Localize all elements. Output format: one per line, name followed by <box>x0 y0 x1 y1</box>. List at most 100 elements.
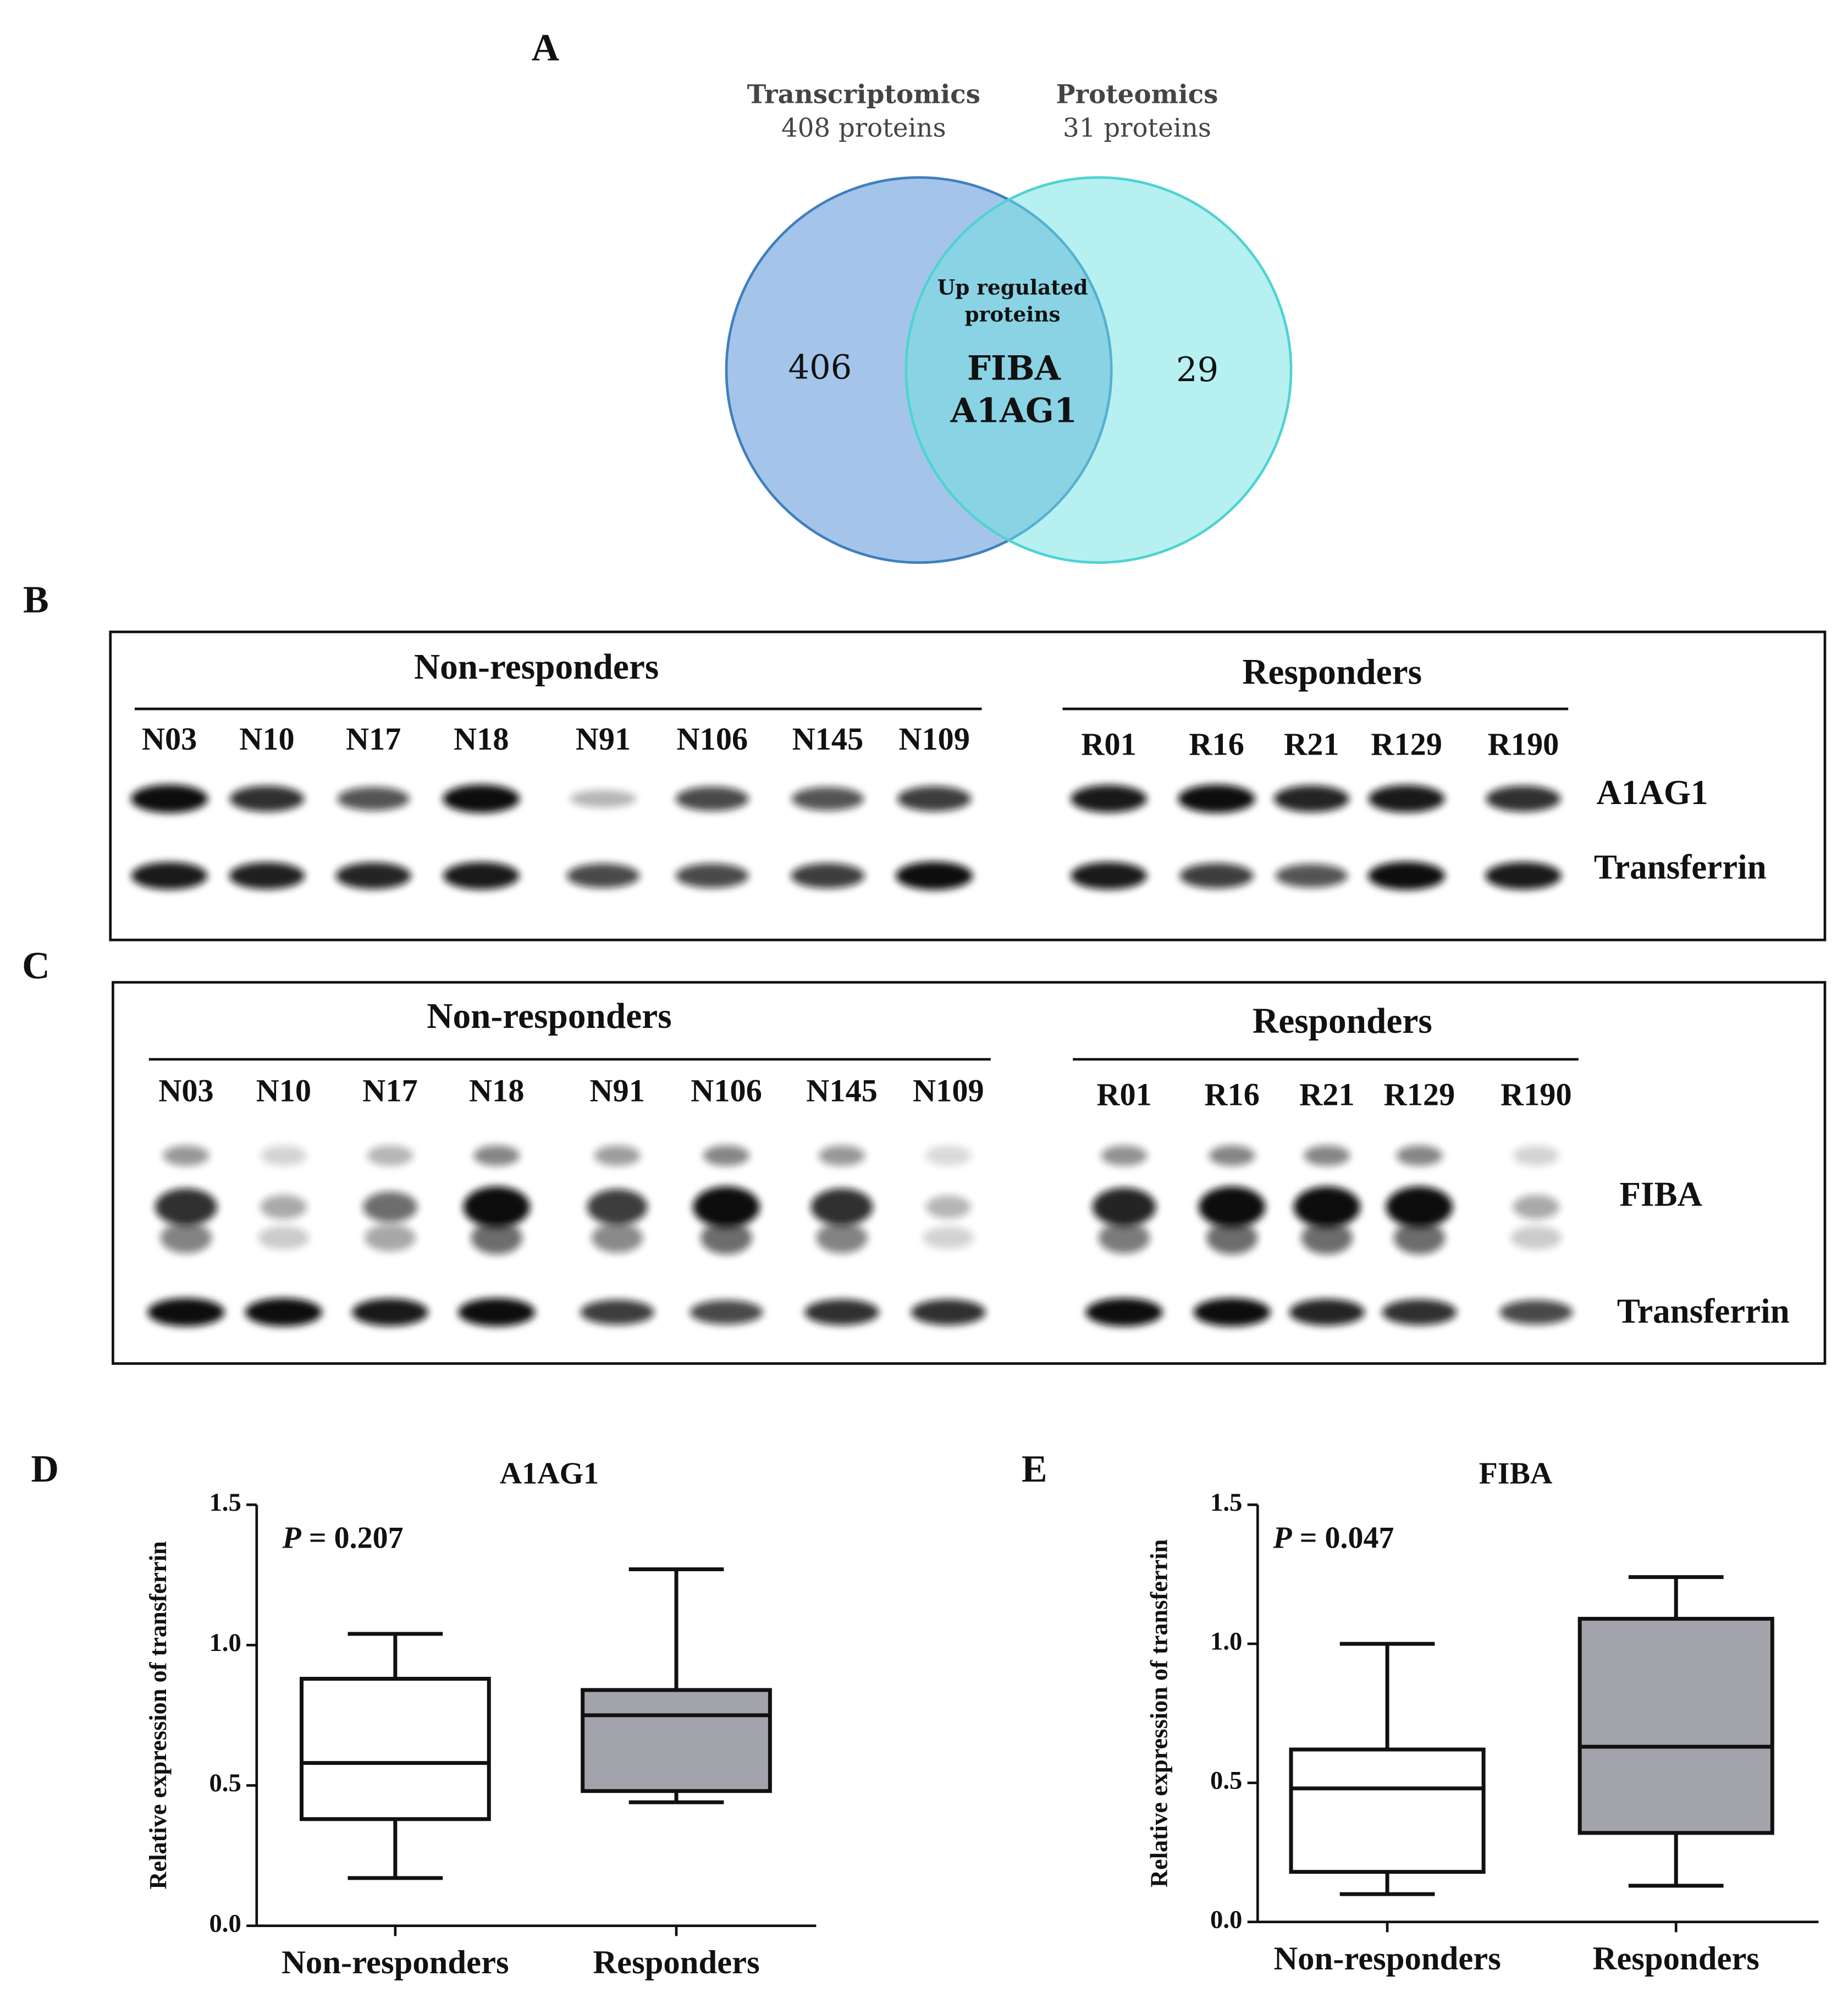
band <box>911 1299 986 1325</box>
lane-label: N145 <box>806 1073 878 1109</box>
band <box>923 1226 974 1250</box>
band <box>1071 862 1147 890</box>
group-label: Non-responders <box>414 647 659 687</box>
lane-label: N18 <box>469 1073 524 1109</box>
lane-label: R21 <box>1284 726 1339 762</box>
band <box>1085 1298 1163 1327</box>
band <box>443 784 520 813</box>
blot-frame <box>112 981 1827 1365</box>
band <box>1101 1145 1148 1166</box>
lane-label: R16 <box>1189 726 1244 762</box>
band <box>1304 1145 1350 1166</box>
band <box>1382 1299 1457 1325</box>
band <box>463 1186 530 1228</box>
band <box>1178 784 1255 813</box>
band <box>1179 863 1254 889</box>
y-tick-label: 1.5 <box>1210 1488 1242 1517</box>
band <box>131 784 208 813</box>
band <box>458 1298 536 1327</box>
band <box>163 1145 209 1166</box>
band <box>131 862 208 890</box>
box <box>1577 1616 1774 1835</box>
lane-label: R190 <box>1488 726 1559 762</box>
band <box>260 1145 307 1166</box>
lane-label: R129 <box>1384 1077 1455 1113</box>
venn-diagram: A Transcriptomics 408 proteins Proteomic… <box>532 27 1293 564</box>
panel-letter: B <box>23 579 49 621</box>
overlap-item: FIBA <box>967 349 1061 388</box>
band <box>1293 1186 1361 1228</box>
band <box>580 1300 654 1325</box>
y-tick-label: 0.0 <box>1210 1905 1242 1934</box>
band <box>810 1188 873 1226</box>
box <box>1289 1747 1486 1874</box>
band <box>443 862 520 890</box>
band <box>1301 1221 1353 1254</box>
lane-label: R01 <box>1081 726 1136 762</box>
y-tick-label: 0.0 <box>209 1909 241 1938</box>
band <box>819 1145 865 1166</box>
band <box>700 1221 752 1254</box>
y-axis-label: Relative expression of transferrin <box>1145 1539 1172 1887</box>
set-title: Proteomics <box>1056 80 1218 110</box>
band <box>566 863 640 888</box>
lane-label: R01 <box>1096 1077 1151 1113</box>
lane-label: N18 <box>454 721 509 757</box>
band <box>896 861 973 890</box>
band <box>816 1222 868 1253</box>
band <box>337 786 410 811</box>
lane-label: N106 <box>691 1073 762 1109</box>
band <box>229 785 305 812</box>
band <box>1071 785 1147 813</box>
box-plot: D A1AG1 P = 0.207 Relative expression of tra… <box>31 1448 817 1981</box>
band <box>155 1188 217 1226</box>
y-tick-label: 0.5 <box>209 1769 241 1797</box>
panel-letter: D <box>31 1448 59 1490</box>
lane-label: R190 <box>1501 1077 1572 1113</box>
annotation: P = 0.047 <box>1272 1521 1394 1555</box>
band <box>1386 1186 1453 1228</box>
band <box>804 1299 880 1325</box>
lane-label: N91 <box>576 721 631 757</box>
annotation: P = 0.207 <box>282 1521 403 1555</box>
row-label: Transferrin <box>1617 1292 1790 1330</box>
band <box>791 786 864 811</box>
band <box>1499 1300 1573 1325</box>
lane-label: N03 <box>142 721 197 757</box>
band <box>1510 1226 1562 1250</box>
band <box>689 1300 763 1325</box>
row-label: Transferrin <box>1594 848 1767 887</box>
band <box>1206 1221 1258 1254</box>
band <box>1098 1221 1150 1254</box>
y-tick-label: 1.0 <box>1210 1627 1242 1656</box>
set-title: Transcriptomics <box>747 80 980 110</box>
x-tick-label: Responders <box>1593 1940 1759 1977</box>
lane-label: N17 <box>362 1073 417 1109</box>
overlap-item: A1AG1 <box>950 392 1077 431</box>
band <box>591 1223 643 1253</box>
band <box>363 1191 418 1223</box>
group-label: Responders <box>1242 652 1422 692</box>
band <box>1092 1187 1156 1226</box>
chart-title: A1AG1 <box>500 1457 599 1491</box>
band <box>1485 862 1562 890</box>
group-label: Non-responders <box>427 997 671 1036</box>
row-label: FIBA <box>1620 1175 1703 1214</box>
band <box>594 1145 641 1166</box>
band <box>570 790 637 808</box>
band <box>1513 1145 1559 1166</box>
band <box>1289 1298 1365 1326</box>
band <box>1513 1195 1560 1219</box>
band <box>473 1145 520 1166</box>
band <box>1275 863 1348 888</box>
band <box>791 863 865 889</box>
band <box>160 1222 212 1253</box>
band <box>925 1145 972 1166</box>
lane-label: N106 <box>677 721 748 757</box>
band <box>352 1298 428 1326</box>
band <box>260 1195 307 1219</box>
lane-label: N109 <box>913 1073 984 1109</box>
band <box>1273 785 1349 812</box>
band <box>675 863 749 888</box>
